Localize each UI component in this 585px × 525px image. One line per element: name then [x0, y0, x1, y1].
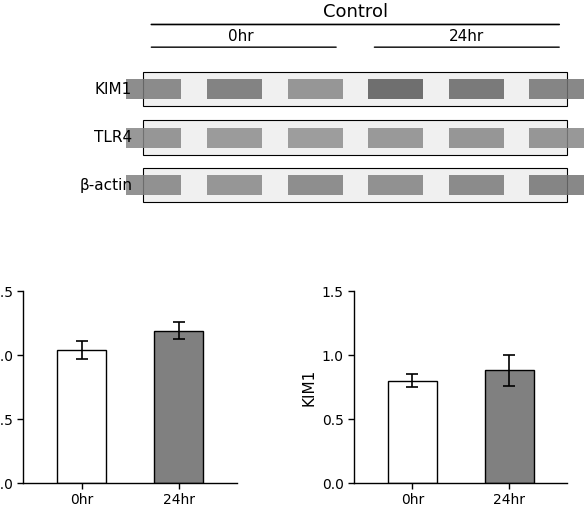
Bar	[449, 79, 504, 99]
Bar	[207, 175, 262, 195]
Bar	[126, 175, 181, 195]
Bar	[529, 175, 584, 195]
Text: KIM1: KIM1	[95, 81, 132, 97]
Bar	[485, 370, 534, 483]
Bar	[143, 71, 567, 107]
Text: β-actin: β-actin	[79, 177, 132, 193]
Text: 0hr: 0hr	[228, 29, 254, 44]
Bar	[287, 175, 343, 195]
Bar	[529, 128, 584, 148]
Bar	[126, 128, 181, 148]
Bar	[287, 128, 343, 148]
Bar	[449, 128, 504, 148]
Bar	[529, 79, 584, 99]
Bar	[143, 167, 567, 203]
Bar	[207, 128, 262, 148]
Text: 24hr: 24hr	[449, 29, 484, 44]
Text: Control: Control	[323, 3, 388, 21]
Bar	[143, 120, 567, 155]
Bar	[368, 128, 423, 148]
Bar	[449, 175, 504, 195]
Bar	[154, 331, 203, 483]
Bar	[126, 79, 181, 99]
Text: TLR4: TLR4	[94, 130, 132, 145]
Bar	[368, 175, 423, 195]
Bar	[368, 79, 423, 99]
Bar	[388, 381, 436, 483]
Bar	[207, 79, 262, 99]
Y-axis label: KIM1: KIM1	[301, 369, 316, 406]
Bar	[57, 350, 106, 483]
Bar	[287, 79, 343, 99]
